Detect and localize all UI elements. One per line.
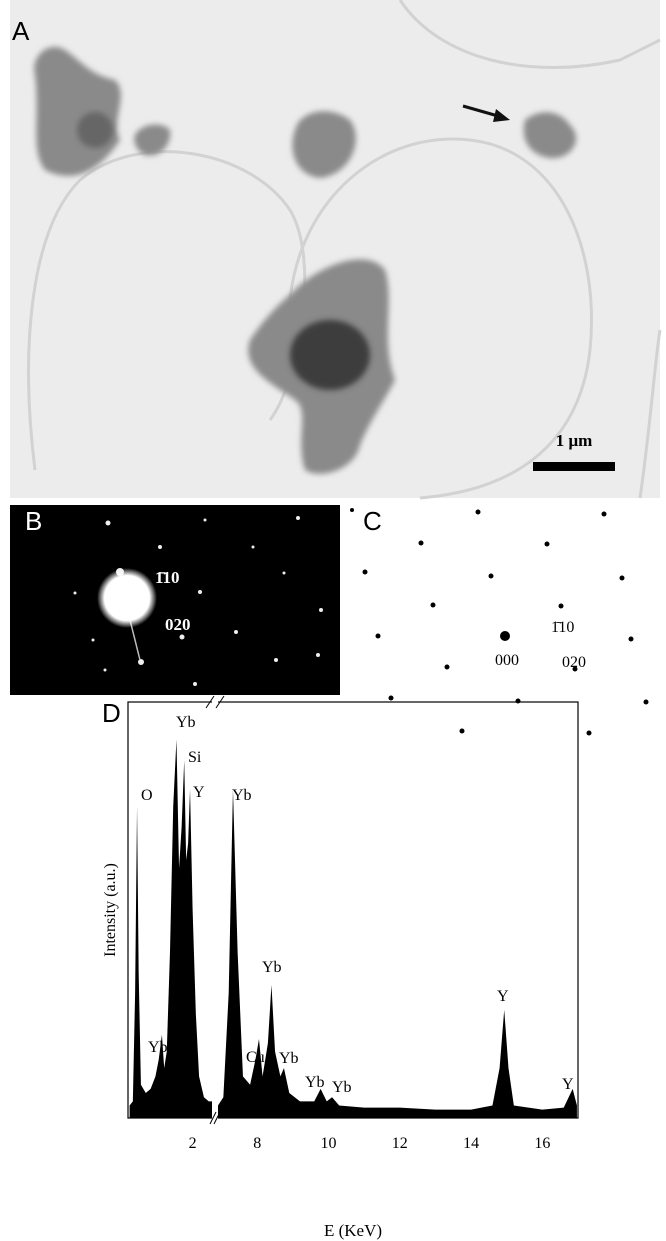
spot-label: 1̄10 <box>551 619 574 636</box>
panel-c: C 000 1̄10 020 <box>350 506 649 736</box>
x-tick-label: 8 <box>253 1135 261 1152</box>
spot-label: 1̄10 <box>155 568 180 587</box>
panel-label: C <box>363 506 382 536</box>
peak-label: Yb <box>262 959 282 976</box>
scale-bar <box>533 462 615 471</box>
peak-label: Yb <box>279 1050 299 1067</box>
x-tick-label: 2 <box>189 1135 197 1152</box>
scale-label: 1 μm <box>556 431 593 450</box>
peak-label: Y <box>497 988 509 1005</box>
panel-a: 1 μm A <box>10 0 660 498</box>
x-tick-label: 10 <box>320 1135 336 1152</box>
peak-label: Yb <box>176 714 196 731</box>
panel-label: B <box>25 506 42 536</box>
thick-region <box>290 320 370 390</box>
spot-label: 000 <box>495 652 519 669</box>
peak-label: Cu <box>246 1049 265 1066</box>
peak-label: Yb <box>305 1074 325 1091</box>
peak-label: Y <box>193 784 205 801</box>
peak-label: Si <box>188 749 202 766</box>
peak-label: Yb <box>332 1079 352 1096</box>
central-beam <box>97 568 157 628</box>
axis-break <box>212 700 218 1120</box>
peak-label: Yb <box>232 787 252 804</box>
diffraction-pattern <box>10 505 340 695</box>
panel-d: D E (KeV) Intensity (a.u.) 2 8 10 12 14 16 O Yb… <box>102 696 578 1240</box>
peak-label: O <box>141 787 153 804</box>
x-tick-label: 14 <box>463 1135 479 1152</box>
peak-label: Y <box>562 1076 574 1093</box>
peak-label: Yb <box>148 1039 168 1056</box>
x-tick-label: 12 <box>392 1135 408 1152</box>
x-axis-label: E (KeV) <box>324 1221 382 1240</box>
y-axis-label: Intensity (a.u.) <box>102 863 119 957</box>
figure: 1 μm A B 1̄10 020 C 000 1̄10 020 D E (Ke… <box>0 0 666 1241</box>
indexed-spots <box>350 508 649 736</box>
spot-label: 020 <box>562 654 586 671</box>
panel-label: D <box>102 698 121 728</box>
spot-label: 020 <box>165 615 191 634</box>
panel-label: A <box>12 16 30 46</box>
origin-spot <box>500 631 510 641</box>
x-tick-label: 16 <box>534 1135 550 1152</box>
panel-b: B 1̄10 020 <box>10 505 340 695</box>
thick-region <box>77 112 113 148</box>
